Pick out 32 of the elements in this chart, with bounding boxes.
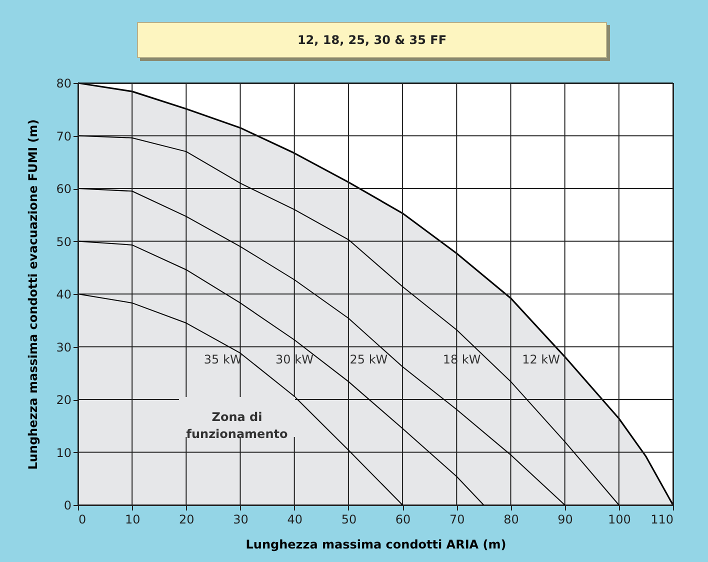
x-tick-label: 50 [341, 512, 357, 526]
annotation: Zona di funzionamento [186, 410, 288, 441]
y-tick-label: 20 [56, 393, 72, 407]
y-tick-label: 60 [56, 182, 72, 196]
series-label: 12 kW [522, 352, 560, 367]
x-axis-title: Lunghezza massima condotti ARIA (m) [246, 538, 506, 552]
y-tick-label: 30 [56, 340, 72, 354]
line-series [78, 294, 404, 506]
y-tick-label: 10 [56, 446, 72, 460]
chart-title: 12, 18, 25, 30 & 35 FF [137, 22, 607, 58]
x-tick-label: 10 [124, 512, 140, 526]
y-tick-label: 50 [56, 234, 72, 249]
line-series [78, 188, 566, 506]
x-tick-label: 60 [395, 512, 411, 526]
x-tick-label: 110 [650, 512, 674, 526]
y-tick-label: 80 [56, 76, 72, 90]
series-label: 30 kW [276, 352, 314, 367]
y-tick-label: 0 [64, 498, 72, 512]
x-tick-label: 40 [287, 512, 303, 526]
x-tick-label: 90 [558, 512, 573, 526]
x-tick-label: 100 [608, 512, 631, 526]
line-series [78, 135, 620, 506]
x-tick-label: 70 [449, 512, 465, 526]
series-label: 25 kW [350, 352, 388, 367]
x-tick-label: 20 [179, 512, 194, 526]
x-tick-label: 30 [233, 512, 248, 526]
x-tick-label: 0 [78, 512, 86, 526]
y-axis-title: Lunghezza massima condotti evacuazione FUMI (m) [26, 119, 40, 470]
y-tick-label: 40 [56, 288, 72, 302]
x-tick-label: 80 [504, 512, 519, 526]
line-series [78, 240, 484, 506]
y-tick-label: 70 [56, 129, 72, 144]
